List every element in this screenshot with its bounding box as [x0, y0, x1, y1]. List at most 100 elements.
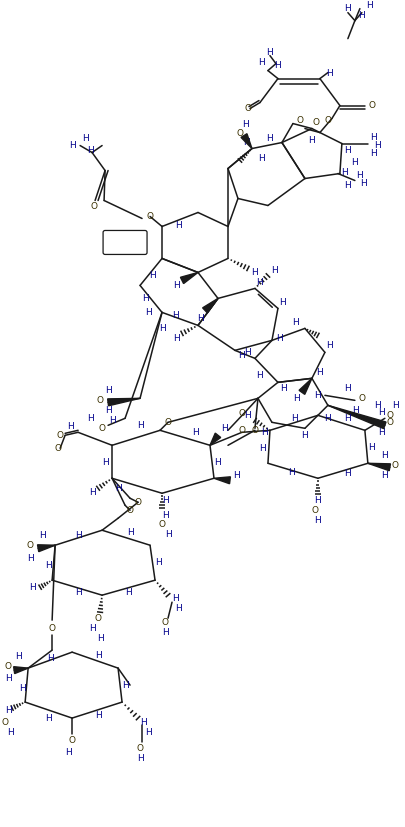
Text: H: H [109, 416, 115, 425]
Polygon shape [328, 405, 386, 428]
Text: H: H [369, 442, 375, 452]
Text: H: H [260, 444, 266, 453]
Text: H: H [326, 341, 333, 350]
Text: H: H [360, 179, 367, 188]
Text: H: H [281, 384, 287, 393]
Text: H: H [162, 495, 168, 504]
Text: H: H [87, 414, 94, 423]
Text: H: H [292, 318, 299, 327]
Text: O: O [237, 129, 243, 138]
Text: H: H [162, 511, 168, 519]
Text: H: H [309, 136, 315, 145]
Polygon shape [108, 399, 140, 406]
Polygon shape [38, 545, 55, 552]
Text: H: H [162, 628, 168, 637]
Text: H: H [379, 408, 385, 417]
Text: O: O [252, 426, 258, 435]
Text: H: H [358, 11, 365, 20]
Text: H: H [258, 58, 265, 67]
Text: H: H [175, 604, 181, 613]
Polygon shape [299, 379, 312, 394]
Text: H: H [252, 268, 258, 277]
Text: O: O [96, 396, 104, 405]
Text: H: H [125, 588, 132, 597]
Text: H: H [302, 431, 308, 440]
Text: O: O [162, 618, 168, 627]
Text: H: H [371, 133, 377, 142]
Text: O: O [27, 541, 34, 550]
Text: H: H [375, 401, 381, 410]
Text: H: H [5, 674, 11, 682]
Text: H: H [136, 421, 143, 430]
Text: H: H [356, 171, 363, 180]
Text: H: H [69, 141, 75, 150]
Text: O: O [312, 118, 320, 127]
Text: O: O [147, 212, 153, 221]
Text: O: O [296, 116, 303, 125]
Text: H: H [196, 314, 203, 323]
Text: H: H [345, 4, 351, 13]
Text: H: H [317, 368, 323, 377]
Polygon shape [210, 433, 221, 445]
Text: H: H [275, 61, 281, 70]
Text: H: H [345, 469, 351, 478]
Text: H: H [149, 271, 156, 280]
Text: H: H [245, 348, 252, 357]
Text: H: H [277, 334, 283, 343]
Text: O: O [57, 431, 64, 440]
Text: H: H [95, 710, 102, 719]
Text: O: O [391, 461, 399, 470]
Text: H: H [243, 120, 249, 129]
Text: O: O [4, 662, 12, 671]
Text: H: H [136, 753, 143, 762]
Text: H: H [324, 414, 331, 423]
Text: H: H [315, 495, 321, 504]
Text: O: O [245, 104, 252, 113]
Text: H: H [245, 411, 252, 420]
FancyBboxPatch shape [103, 231, 147, 255]
Text: H: H [367, 1, 373, 10]
Text: H: H [345, 384, 351, 393]
Text: O: O [91, 202, 98, 211]
Text: O: O [239, 409, 245, 418]
Text: O: O [98, 423, 106, 433]
Text: H: H [243, 138, 250, 147]
Text: H: H [89, 624, 96, 633]
Text: H: H [5, 705, 11, 715]
Text: H: H [75, 588, 81, 597]
Text: H: H [122, 681, 128, 690]
Text: H: H [266, 48, 273, 57]
Text: H: H [7, 728, 13, 737]
Text: H: H [341, 168, 348, 177]
Text: H: H [27, 554, 34, 562]
Text: H: H [115, 484, 122, 493]
Text: H: H [97, 633, 103, 643]
Text: H: H [258, 154, 265, 163]
Text: H: H [165, 530, 171, 538]
Polygon shape [14, 667, 28, 673]
Text: O: O [164, 418, 172, 427]
Text: H: H [142, 294, 148, 303]
Text: H: H [173, 334, 179, 343]
Text: H: H [352, 158, 358, 167]
Text: O: O [55, 444, 62, 453]
Text: H: H [266, 134, 273, 143]
Text: O: O [68, 735, 76, 744]
Polygon shape [214, 477, 230, 484]
Text: H: H [382, 451, 388, 460]
Text: H: H [172, 311, 178, 320]
Text: H: H [292, 414, 298, 423]
Text: O: O [358, 394, 365, 403]
Text: H: H [15, 652, 21, 661]
Text: Abs: Abs [116, 237, 134, 247]
Polygon shape [181, 272, 198, 284]
Text: O: O [324, 116, 331, 125]
Text: O: O [386, 411, 393, 420]
Text: H: H [105, 386, 111, 394]
Text: H: H [47, 653, 53, 662]
Text: O: O [49, 624, 55, 633]
Text: H: H [89, 488, 96, 497]
Text: H: H [315, 516, 321, 525]
Text: H: H [345, 181, 351, 190]
Text: H: H [257, 370, 263, 380]
